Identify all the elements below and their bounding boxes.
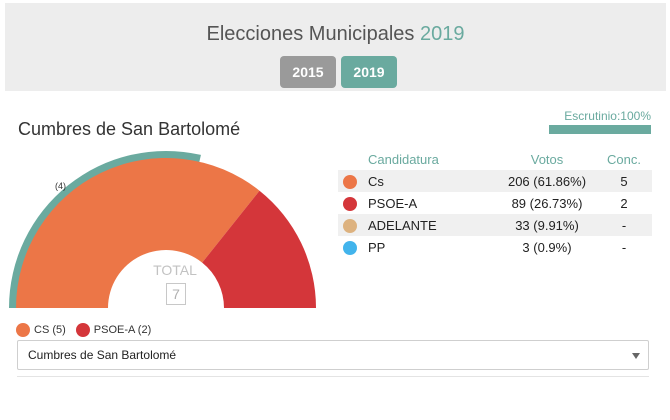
table-row: PP 3 (0.9%) - [338,236,652,258]
party-name-cell: PSOE-A [368,195,418,211]
legend-label: CS (5) [34,324,66,336]
votes-cell: 89 (26.73%) [511,195,583,211]
party-color-cell [338,192,362,214]
majority-seat-note: (4) [55,181,66,191]
chart-legend: CS (5) PSOE-A (2) [16,323,151,337]
seats-chart-svg [9,151,316,308]
table-row: ADELANTE 33 (9.91%) - [338,214,652,236]
party-name-cell: PP [368,239,386,255]
votes-cell: 33 (9.91%) [498,214,596,236]
total-label: TOTAL [153,262,197,278]
seats-column-header: Conc. [607,151,641,167]
municipality-select-value: Cumbres de San Bartolomé [28,348,177,362]
votes-cell: 206 (61.86%) [498,170,596,192]
seats-cell: 5 [596,170,652,192]
votes-column-header: Votos [530,151,564,167]
municipality-select[interactable]: Cumbres de San Bartolomé [17,340,649,370]
legend-item: PSOE-A (2) [75,323,152,337]
party-color-cell [338,170,362,192]
legend-color-dot [75,323,90,337]
party-color-dot [343,174,357,189]
results-table: Candidatura Votos Conc. Cs 206 (61.86%) 5 P… [338,148,652,258]
total-seats-value: 7 [166,283,186,305]
party-name-cell: Cs [362,170,498,192]
header-panel: Elecciones Municipales 2019 2015 2019 [5,3,666,91]
party-color-dot [343,218,357,233]
scrutiny-progress-fill [549,125,651,134]
year-2015-button[interactable]: 2015 [280,56,336,88]
table-row: Cs 206 (61.86%) 5 [338,170,652,192]
legend-color-dot [16,323,30,337]
chart-slice-psoe-a [202,190,316,308]
party-color-dot [343,240,357,255]
municipality-name: Cumbres de San Bartolomé [18,119,241,139]
seats-chart [0,150,330,310]
party-color-dot [343,196,357,211]
party-column-header: Candidatura [368,151,439,167]
table-row: PSOE-A 89 (26.73%) 2 [338,192,652,214]
chart-slice-cs [16,158,260,308]
title-text: Elecciones Municipales [206,23,415,45]
legend-item: CS (5) [16,323,66,337]
party-color-cell [338,214,362,236]
seats-cell: - [596,214,652,236]
divider [17,376,649,377]
chevron-down-icon [632,353,640,359]
color-column-header [338,148,362,170]
scrutiny-label: Escrutinio:100% [564,109,651,123]
year-2019-button[interactable]: 2019 [341,56,397,88]
seats-cell: - [621,239,627,255]
results-header-row: Candidatura Votos Conc. [338,148,652,170]
party-color-cell [338,236,362,258]
page-title: Elecciones Municipales 2019 [5,23,666,46]
legend-label: PSOE-A (2) [93,324,152,336]
scrutiny-progress-bar [549,125,651,134]
party-name-cell: ADELANTE [362,214,498,236]
votes-cell: 3 (0.9%) [522,239,572,255]
seats-cell: 2 [620,195,628,211]
title-year: 2019 [419,23,465,45]
